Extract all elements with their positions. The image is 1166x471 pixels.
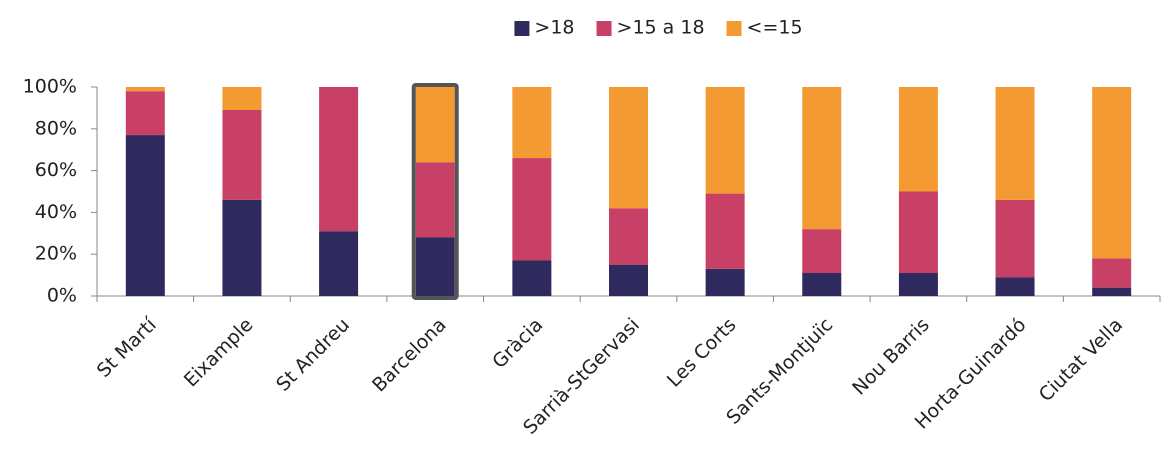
legend-swatch xyxy=(596,21,612,36)
x-tick-label: St Andreu xyxy=(272,314,354,396)
bar-segment xyxy=(222,199,262,296)
x-tick-label: Ciutat Vella xyxy=(1035,314,1127,406)
highlight-box xyxy=(411,83,459,300)
bar-segment xyxy=(222,109,262,200)
bar-segment xyxy=(898,273,938,296)
bar-segment xyxy=(319,87,359,232)
bar-segment xyxy=(125,135,165,296)
legend-label: >15 a 18 xyxy=(617,17,705,39)
bar-segment xyxy=(995,199,1035,278)
bar-segment xyxy=(609,208,648,265)
bar-segment xyxy=(705,268,745,296)
x-tick-label: Barcelona xyxy=(368,314,451,397)
x-tick-label: Sants-Montjuïc xyxy=(722,314,837,429)
bar-segment xyxy=(125,87,165,92)
bar-segment xyxy=(995,277,1035,296)
x-tick-label: Eixample xyxy=(180,314,258,392)
y-tick-label: 100% xyxy=(23,76,77,98)
bar-segment xyxy=(1092,87,1132,259)
y-tick-label: 60% xyxy=(35,159,77,181)
x-tick-label: Gràcia xyxy=(488,314,547,373)
x-tick-label: Les Corts xyxy=(663,314,741,392)
bar-segment xyxy=(415,87,455,163)
bar-segment xyxy=(512,158,552,261)
y-tick-label: 80% xyxy=(35,117,77,139)
bar-segment xyxy=(1092,258,1132,288)
bar-segment xyxy=(898,191,938,274)
bar-segment xyxy=(512,87,552,159)
bar-segment xyxy=(415,162,455,238)
bar-segment xyxy=(802,87,842,230)
bar-segment xyxy=(1092,287,1132,296)
bar-segment xyxy=(705,87,745,194)
bar-segment xyxy=(995,87,1035,200)
bar-segment xyxy=(802,229,842,274)
legend-label: <=15 xyxy=(747,17,803,39)
bar-segment xyxy=(898,87,938,192)
x-tick-label: St Martí xyxy=(93,313,161,381)
legend-label: >18 xyxy=(534,17,574,39)
legend-swatch xyxy=(726,21,742,36)
x-tick-label: Nou Barris xyxy=(848,314,934,400)
bar-segment xyxy=(125,91,165,136)
bar-segment xyxy=(609,87,648,209)
bar-segment xyxy=(705,193,745,269)
bar-segment xyxy=(512,260,552,296)
bar-segment xyxy=(415,237,455,296)
y-tick-label: 0% xyxy=(47,285,77,307)
legend-swatch xyxy=(514,21,530,36)
bar-segment xyxy=(802,273,842,296)
y-tick-label: 40% xyxy=(35,201,77,223)
bar-segment xyxy=(319,231,359,296)
bar-segment xyxy=(222,87,262,110)
bar-segment xyxy=(609,264,648,296)
y-tick-label: 20% xyxy=(35,243,77,265)
